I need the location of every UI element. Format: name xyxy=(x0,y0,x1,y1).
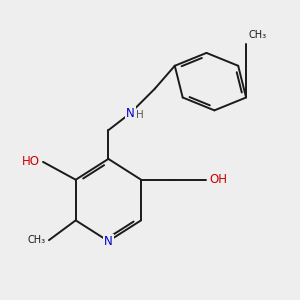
Text: N: N xyxy=(104,235,113,248)
Text: N: N xyxy=(126,107,135,120)
Text: H: H xyxy=(136,110,144,120)
Text: OH: OH xyxy=(209,173,227,186)
Text: HO: HO xyxy=(22,155,40,168)
Text: CH₃: CH₃ xyxy=(248,30,266,40)
Text: CH₃: CH₃ xyxy=(28,235,46,245)
